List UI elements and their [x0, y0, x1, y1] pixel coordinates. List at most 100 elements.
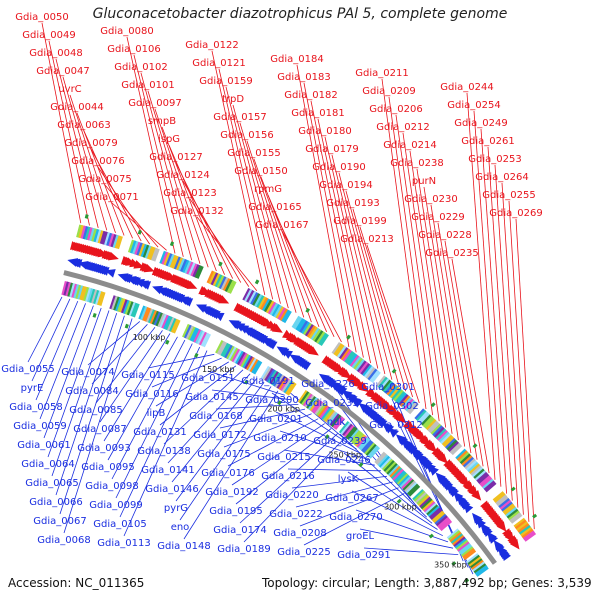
leader-line	[283, 449, 375, 466]
forward-gene-label: Gdia_0194	[319, 180, 372, 191]
forward-gene-label: Gdia_0181	[291, 108, 344, 119]
leader-line	[515, 218, 535, 530]
leader-line	[253, 158, 312, 323]
ruler-label: 100 kbp	[133, 333, 166, 342]
reverse-gene-label: groEL	[346, 531, 375, 542]
leader-line	[161, 126, 217, 272]
feature-block	[194, 265, 204, 279]
forward-gene-label: Gdia_0235	[425, 248, 478, 259]
feature-block	[367, 445, 381, 459]
forward-gene-label: Gdia_0199	[333, 216, 386, 227]
feature-block	[483, 480, 497, 493]
reverse-gene-label: Gdia_0131	[133, 427, 186, 438]
leader-line	[91, 324, 148, 385]
ruler-label: 150 kbp	[202, 365, 235, 374]
feature-block	[169, 241, 175, 247]
reverse-gene-labels: Gdia_0055 pyrE Gdia_0058 Gdia_0059 Gdia_0061…	[1, 364, 422, 561]
reverse-gene-label: Gdia_0061	[17, 440, 70, 451]
leader-line	[274, 212, 335, 337]
reverse-gene-label: Gdia_0141	[141, 465, 194, 476]
leader-line	[147, 353, 215, 369]
gene-arrow	[104, 269, 116, 278]
reverse-gene-label: Gdia_0066	[29, 497, 82, 508]
feature-block	[509, 512, 523, 524]
leader-line	[189, 198, 250, 287]
feature-block	[200, 332, 211, 348]
gene-arrow	[496, 521, 507, 532]
forward-gene-label: Gdia_0101	[121, 80, 174, 91]
leader-line	[487, 146, 513, 501]
leader-line	[99, 330, 163, 423]
leader-line	[275, 411, 363, 455]
leader-line	[167, 373, 251, 464]
reverse-gene-label: ndk	[327, 417, 346, 428]
gene-arrow	[271, 323, 283, 333]
gene-arrow	[509, 538, 520, 550]
leader-line	[235, 428, 332, 505]
leader-line	[324, 136, 379, 369]
feature-block	[346, 334, 351, 340]
forward-gene-label: Gdia_0050	[15, 12, 68, 23]
leader-line	[95, 327, 156, 404]
reverse-gene-label: Gdia_0291	[337, 550, 390, 561]
forward-gene-label: Gdia_0213	[340, 234, 393, 245]
reverse-gene-label: Gdia_0301	[361, 382, 414, 393]
leader-line	[437, 222, 478, 460]
reverse-gene-label: Gdia_0098	[85, 481, 138, 492]
feature-block	[474, 564, 489, 577]
feature-block	[391, 368, 397, 374]
reverse-gene-label: lysK	[338, 474, 359, 485]
leader-line	[494, 164, 519, 508]
reverse-gene-label: Gdia_0074	[61, 367, 114, 378]
feature-block	[281, 309, 292, 324]
leader-line	[215, 404, 299, 410]
reverse-gene-label: Gdia_0220	[265, 490, 318, 501]
gene-arrow	[186, 280, 198, 289]
feature-block	[84, 214, 89, 219]
leader-line	[347, 471, 438, 530]
feature-block	[251, 360, 263, 375]
feature-block	[165, 339, 170, 345]
leader-line	[183, 390, 279, 540]
gene-arrow	[358, 382, 370, 393]
forward-gene-label: uvrC	[58, 84, 81, 95]
forward-label-lines	[41, 22, 535, 530]
leader-line	[303, 82, 357, 353]
gene-arrow	[341, 369, 352, 379]
gene-arrow	[282, 349, 293, 359]
forward-gene-label: Gdia_0179	[305, 144, 358, 155]
gene-arrow	[352, 397, 363, 408]
reverse-gene-label: Gdia_0099	[89, 500, 142, 511]
forward-gene-label: Gdia_0211	[355, 68, 408, 79]
leader-line	[430, 204, 472, 454]
leader-line	[119, 346, 201, 518]
forward-gene-labels: Gdia_0050 Gdia_0049 Gdia_0048 Gdia_0047 uvrC…	[15, 12, 542, 259]
reverse-gene-label: Gdia_0191	[241, 376, 294, 387]
forward-gene-label: Gdia_0230	[404, 194, 457, 205]
feature-block	[462, 548, 477, 561]
gene-arrow	[307, 346, 319, 356]
reverse-gene-label: Gdia_0087	[73, 424, 126, 435]
forward-gene-label: Gdia_0182	[284, 90, 337, 101]
gene-arrow	[426, 442, 438, 453]
forward-gene-label: Gdia_0254	[447, 100, 500, 111]
feature-block	[194, 352, 199, 358]
reverse-gene-label: Gdia_0174	[213, 525, 266, 536]
forward-gene-label: Gdia_0228	[418, 230, 471, 241]
genome-stats-text: Topology: circular; Length: 3,887,492 bp…	[262, 576, 592, 590]
feature-block	[130, 302, 140, 318]
forward-gene-label: Gdia_0183	[277, 72, 330, 83]
leader-line	[90, 148, 142, 242]
forward-gene-label: Gdia_0044	[50, 102, 103, 113]
forward-gene-label: trpD	[222, 94, 244, 105]
leader-line	[473, 110, 502, 487]
forward-gene-label: Gdia_0184	[270, 54, 323, 65]
reverse-gene-label: Gdia_0200	[245, 395, 298, 406]
reverse-gene-label: Gdia_0312	[369, 420, 422, 431]
forward-gene-label: Gdia_0255	[482, 190, 535, 201]
gene-arrow	[238, 325, 250, 334]
feature-block	[369, 369, 381, 384]
reverse-gene-label: Gdia_0113	[97, 538, 150, 549]
leader-line	[175, 381, 265, 502]
